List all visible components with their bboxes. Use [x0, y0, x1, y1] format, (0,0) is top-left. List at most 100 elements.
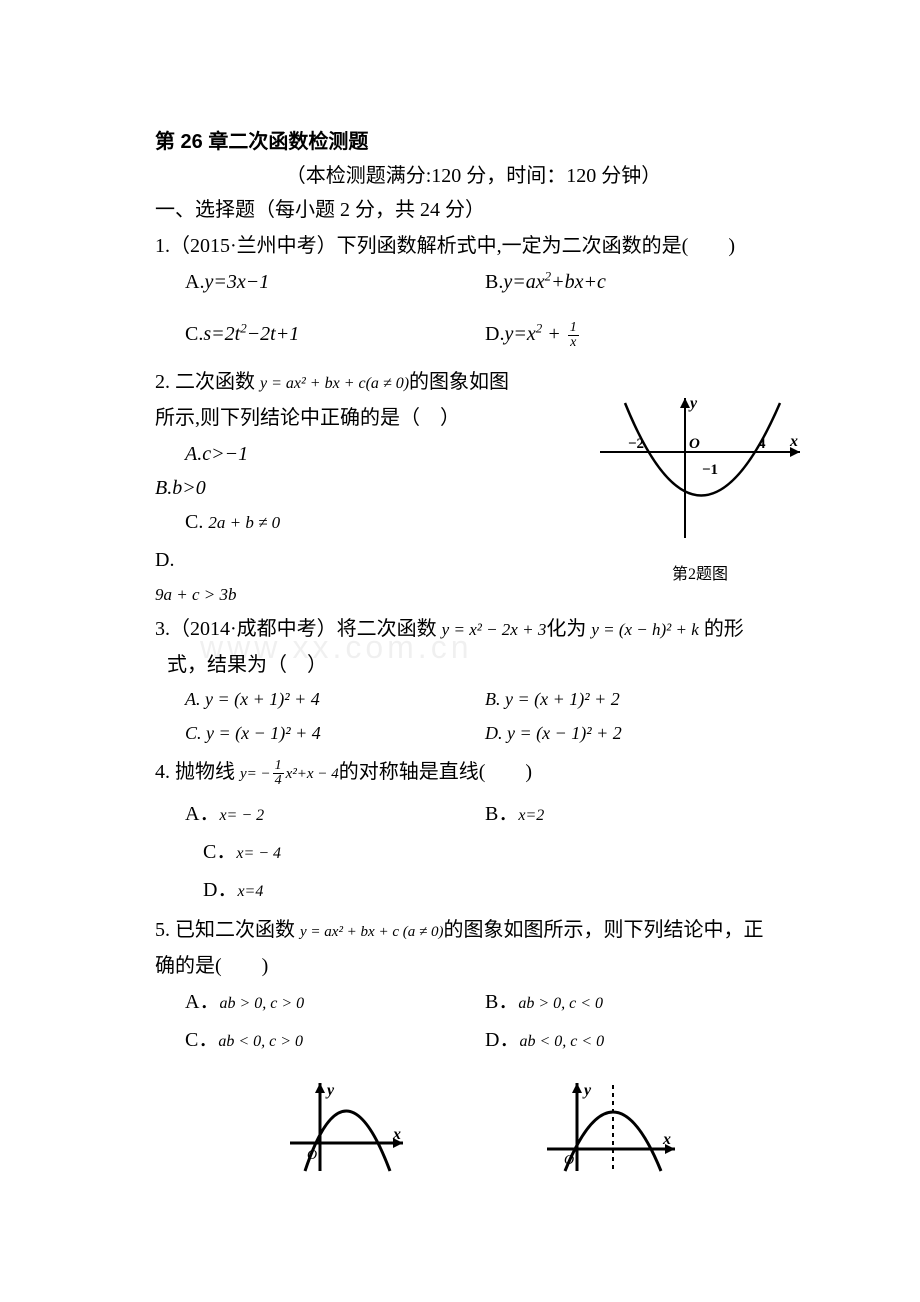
q5l-x: x [392, 1126, 401, 1143]
q3-opt-c: C. y = (x − 1)² + 4 [185, 718, 485, 749]
q2-xmark-neg2: −2 [628, 436, 644, 452]
q5-eq: y = ax² + bx + c (a ≠ 0) [300, 924, 443, 940]
q3-stem-l1: 3.（2014·成都中考）将二次函数 y = x² − 2x + 3化为 y =… [155, 612, 792, 646]
q1-opt-d: D.y=x2 + 1x [485, 317, 785, 351]
q5-stem-l1: 5. 已知二次函数 y = ax² + bx + c (a ≠ 0)的图象如图所… [155, 913, 792, 947]
q4-c-val: x= − 4 [236, 845, 281, 862]
q2-c-pre: C. [185, 511, 208, 533]
q2-opt-d-label: D. [155, 543, 455, 577]
q2-c-eq: 2a + b ≠ 0 [208, 513, 280, 532]
q1-opt-c: C.s=2t2−2t+1 [185, 317, 485, 351]
q3-eq1: y = x² − 2x + 3 [442, 620, 547, 639]
q3-options: A. y = (x + 1)² + 4 B. y = (x + 1)² + 2 … [185, 684, 792, 753]
q1-c-eq-l: s=2 [203, 323, 234, 345]
q5-c-eq: ab < 0, c > 0 [218, 1033, 303, 1050]
q5-a-pre: A． [185, 991, 219, 1013]
q2-stem-left: 2. 二次函数 [155, 371, 260, 393]
q2-opt-c: C. 2a + b ≠ 0 [185, 505, 535, 539]
q3-stem-right: 的形 [699, 618, 744, 640]
q4-a-val: x= − 2 [219, 807, 264, 824]
q5-stem-left: 5. 已知二次函数 [155, 919, 300, 941]
q2-origin: O [689, 436, 700, 452]
q5r-o: O [564, 1153, 574, 1168]
q2-stem-eq: y = ax² + bx + c(a ≠ 0) [260, 375, 409, 392]
q2-xmark-4: 4 [758, 436, 766, 452]
q1-d-eq-l: y= [504, 323, 526, 345]
q1-d-frac-den: x [568, 336, 579, 350]
q4-c-text: C． [203, 841, 236, 863]
q4-stem-left: 4. 抛物线 [155, 761, 240, 783]
q5-stem-l2: 确的是( ) [155, 949, 792, 983]
q2-fig-caption: 第2题图 [590, 561, 810, 588]
q5-b-pre: B． [485, 991, 518, 1013]
q2-ymark-neg1: −1 [702, 462, 718, 478]
q5r-y: y [582, 1082, 592, 1099]
q4-opt-a: A．A．x= − 2x= − 2 [185, 797, 485, 831]
q4-stem-right: 的对称轴是直线( ) [339, 761, 532, 783]
q3-stem-l2: 式，结果为（ ） [155, 648, 792, 682]
page: www.xx.com.cn 第 26 章二次函数检测题 （本检测题满分:120 … [0, 0, 920, 1302]
q2-d-pre: D. [155, 549, 174, 571]
q1-b-eq-r: +bx+c [551, 271, 606, 293]
q1-opt-a: A.y=3x−1 [185, 265, 485, 299]
q4-d-text: D． [203, 879, 237, 901]
q1-opt-b: B.y=ax2+bx+c [485, 265, 785, 299]
q4-frac: 14 [273, 759, 284, 788]
q2-axis-y-label: y [688, 395, 698, 412]
q1-c-t2: t2 [235, 323, 247, 345]
q4-stem: 4. 抛物线 y= −14x²+x − 4的对称轴是直线( ) [155, 755, 792, 789]
q1-d-frac: 1x [568, 321, 579, 350]
q4-a-text: A． [185, 803, 219, 825]
q5-figures: y x O y x O [275, 1071, 792, 1181]
q4-b-text: B． [485, 803, 518, 825]
q3-opt-b: B. y = (x + 1)² + 2 [485, 684, 785, 715]
q2-stem-right: 的图象如图 [409, 371, 509, 393]
q2-figure: y x −2 O 4 −1 第2题图 [590, 388, 810, 588]
q4-b-val: x=2 [518, 807, 544, 824]
q1-a-eq: y=3x−1 [204, 271, 269, 293]
q3-opt-a: A. y = (x + 1)² + 4 [185, 684, 485, 715]
q4-frac-num: 1 [273, 759, 284, 774]
q4-eq-left: y= − [240, 766, 271, 782]
q4-opt-d: D．x=4 [203, 873, 503, 907]
q2-parabola-svg: y x −2 O 4 −1 [590, 388, 810, 548]
q5-a-eq: ab > 0, c > 0 [219, 995, 304, 1012]
q4-options: A．A．x= − 2x= − 2 B．x=2 C．x= − 4 D．x=4 [185, 797, 792, 911]
q5-opt-a: A．ab > 0, c > 0 [185, 985, 485, 1019]
q5r-x: x [662, 1131, 671, 1148]
chapter-title: 第 26 章二次函数检测题 [155, 125, 792, 159]
q1-d-frac-num: 1 [568, 321, 579, 336]
q1-c-eq-r: −2t+1 [247, 323, 300, 345]
q3-eq2: y = (x − h)² + k [591, 620, 698, 639]
q1-d-x2: x2 + [527, 323, 566, 345]
q3-stem-left: 3.（2014·成都中考）将二次函数 [155, 618, 442, 640]
subtitle: （本检测题满分:120 分，时间：120 分钟） [155, 159, 792, 193]
q1-stem: 1.（2015·兰州中考）下列函数解析式中,一定为二次函数的是( ) [155, 229, 792, 263]
q5-d-pre: D． [485, 1029, 519, 1051]
q1-d-label: D. [485, 323, 504, 345]
q5-opt-d: D．ab < 0, c < 0 [485, 1023, 785, 1057]
q4-frac-den: 4 [273, 774, 284, 788]
section-header: 一、选择题（每小题 2 分，共 24 分） [155, 193, 792, 227]
q5-opt-c: C．ab < 0, c > 0 [185, 1023, 485, 1057]
q5-stem-right: 的图象如图所示，则下列结论中，正 [443, 919, 763, 941]
q4-d-val: x=4 [237, 883, 263, 900]
q5-fig-left: y x O [275, 1071, 415, 1181]
q1-options: A.y=3x−1 B.y=ax2+bx+c C.s=2t2−2t+1 D.y=x… [185, 265, 792, 355]
q5-d-eq: ab < 0, c < 0 [519, 1033, 604, 1050]
q1-b-label: B. [485, 271, 503, 293]
q1-a-label: A. [185, 271, 204, 293]
q5-opt-b: B．ab > 0, c < 0 [485, 985, 785, 1019]
q4-opt-c: C．x= − 4 [203, 835, 503, 869]
section-header-text: 一、选择题（每小题 2 分，共 24 分） [155, 199, 485, 221]
q5l-y: y [325, 1082, 335, 1099]
q5l-o: O [307, 1148, 317, 1163]
q2-axis-x-label: x [789, 433, 798, 450]
q5-options: A．ab > 0, c > 0 B．ab > 0, c < 0 C．ab < 0… [185, 985, 792, 1061]
q5-b-eq: ab > 0, c < 0 [518, 995, 603, 1012]
q1-c-label: C. [185, 323, 203, 345]
q5-c-pre: C． [185, 1029, 218, 1051]
q5-fig-right: y x O [535, 1071, 685, 1181]
q3-opt-d: D. y = (x − 1)² + 2 [485, 718, 785, 749]
q4-opt-b: B．x=2 [485, 797, 785, 831]
